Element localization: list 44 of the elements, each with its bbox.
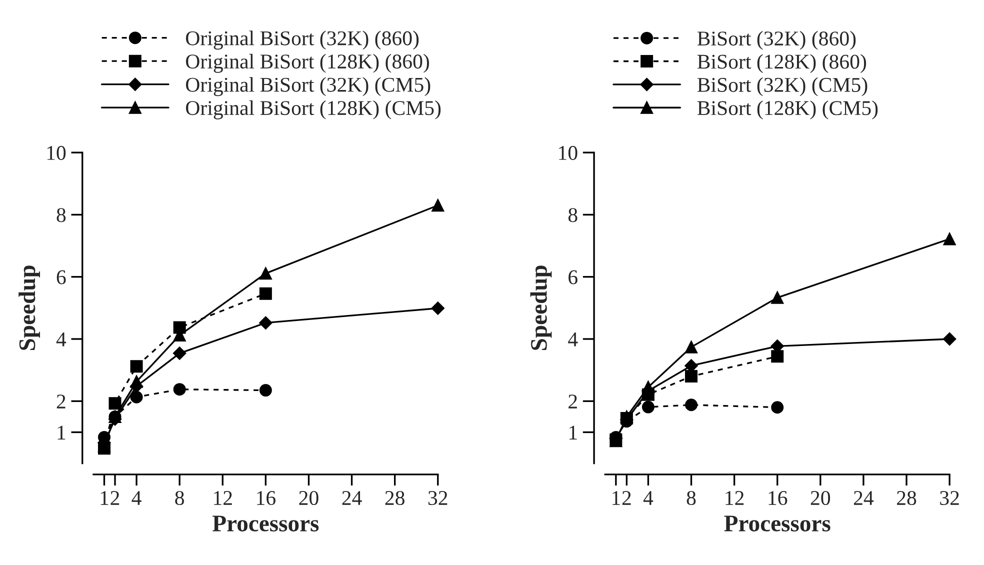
legend-label: BiSort (128K) (CM5) [697,100,878,120]
x-tick-label: 12 [214,491,232,505]
x-tick-label: 32 [940,491,959,506]
x-axis-title: Processors [724,516,830,532]
y-tick-label: 4 [56,332,66,346]
y-axis-title: Speedup [530,266,552,350]
x-tick-label: 1 [612,491,620,505]
y-tick-label: 8 [56,208,66,222]
y-axis-title: Speedup [18,266,40,350]
x-tick-label: 4 [643,491,654,505]
x-tick-label: 1 [100,491,108,505]
x-tick-label: 2 [110,491,120,505]
legend-label: Original BiSort (32K) (860) [186,30,419,50]
x-tick-label: 16 [768,491,788,506]
y-tick-label: 8 [568,208,578,222]
y-tick-label: 10 [47,146,66,160]
y-tick-label: 2 [568,394,577,408]
y-tick-label: 1 [58,426,66,440]
x-tick-label: 8 [175,490,184,506]
x-tick-label: 16 [257,491,276,506]
y-tick-label: 10 [559,146,578,160]
x-tick-label: 2 [622,491,631,505]
x-tick-label: 28 [385,490,404,506]
x-tick-label: 28 [897,490,916,506]
x-tick-label: 24 [854,491,874,505]
legend-label: Original BiSort (32K) (CM5) [186,77,430,96]
y-tick-label: 2 [56,394,66,408]
y-tick-label: 6 [568,270,578,284]
x-axis-title: Processors [212,516,319,532]
x-tick-label: 12 [726,491,744,505]
y-tick-label: 6 [56,270,66,284]
legend-label: BiSort (128K) (860) [697,54,866,73]
x-tick-label: 20 [299,490,318,506]
legend-label: Original BiSort (128K) (860) [186,54,429,73]
y-tick-label: 1 [569,426,577,440]
x-tick-label: 24 [342,491,362,505]
legend-label: Original BiSort (128K) (CM5) [186,100,441,120]
legend-label: BiSort (32K) (CM5) [697,77,868,96]
x-tick-label: 32 [428,491,448,506]
x-tick-label: 4 [132,491,142,505]
legend-label: BiSort (32K) (860) [697,30,856,50]
y-tick-label: 4 [568,332,578,346]
x-tick-label: 8 [686,490,696,506]
x-tick-label: 20 [810,490,830,506]
